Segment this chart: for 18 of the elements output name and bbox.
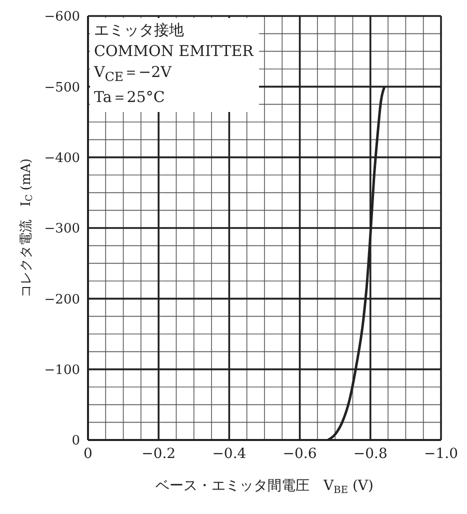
y-tick-label: −300 xyxy=(44,222,80,237)
y-tick-label: −200 xyxy=(44,292,80,308)
x-tick-label: −0.2 xyxy=(142,446,176,462)
x-tick-label: 0 xyxy=(84,446,92,462)
x-tick-label: −0.4 xyxy=(212,446,246,462)
y-tick-label: −500 xyxy=(44,80,80,96)
x-tick-label: −0.6 xyxy=(282,446,317,462)
x-axis-title: ベース・エミッタ間電圧 V$_{BE}$ (V) xyxy=(156,478,374,496)
y-tick-label: −100 xyxy=(44,362,80,378)
y-tick-label: −400 xyxy=(44,150,80,166)
x-tick-label: −1.0 xyxy=(424,446,458,462)
annotation: V$_{CE}$＝−2V xyxy=(94,62,173,86)
x-tick-label: −0.8 xyxy=(353,446,388,462)
annotation: Ta＝25°C xyxy=(94,87,166,108)
annotation: エミッタ接地 xyxy=(94,20,185,41)
annotation: COMMON EMITTER xyxy=(94,41,254,62)
y-tick-label: −600 xyxy=(44,10,80,25)
y-tick-label: 0 xyxy=(72,434,80,449)
